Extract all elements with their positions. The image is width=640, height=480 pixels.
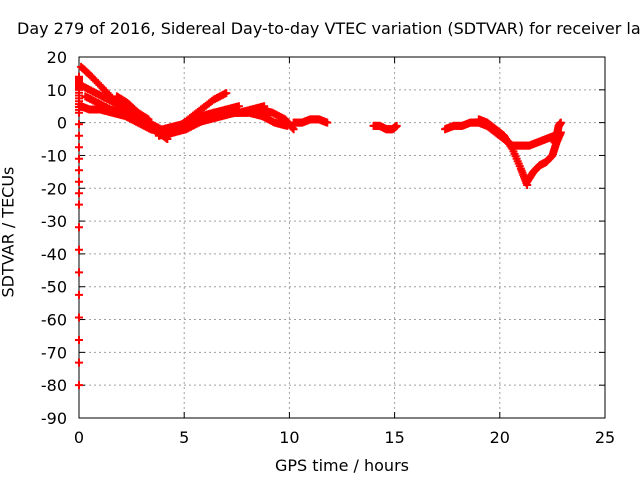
- data-point: [75, 166, 83, 175]
- x-tick-label: 5: [179, 428, 189, 447]
- data-point: [75, 189, 83, 198]
- y-tick-label: -80: [41, 376, 67, 395]
- data-point: [260, 102, 269, 111]
- data-point: [75, 358, 83, 367]
- data-point: [75, 200, 83, 209]
- data-point: [507, 143, 516, 152]
- data-series: [112, 92, 153, 124]
- data-point: [392, 121, 401, 130]
- data-point: [75, 336, 83, 345]
- x-tick-label: 25: [595, 428, 615, 447]
- data-point: [288, 123, 297, 132]
- data-point: [75, 245, 83, 254]
- y-tick-label: -20: [41, 179, 67, 198]
- y-tick-label: -60: [41, 311, 67, 330]
- data-point: [222, 89, 231, 98]
- data-series: [550, 118, 565, 147]
- data-point: [75, 131, 83, 140]
- data-point: [75, 120, 83, 129]
- plot-frame: [78, 56, 606, 419]
- data-point: [75, 177, 83, 186]
- data-series: [289, 115, 332, 127]
- data-series: [369, 121, 401, 134]
- data-point: [75, 223, 83, 232]
- data-point: [75, 143, 83, 152]
- y-tick-label: 0: [57, 114, 67, 133]
- y-axis-label: SDTVAR / TECUs: [0, 166, 18, 298]
- y-tick-label: -10: [41, 146, 67, 165]
- x-tick-label: 15: [384, 428, 404, 447]
- y-tick-label: 20: [47, 48, 67, 67]
- data-point: [75, 268, 83, 277]
- data-point: [75, 108, 83, 117]
- data-point: [144, 115, 153, 124]
- x-tick-label: 0: [74, 428, 84, 447]
- data-point: [556, 118, 565, 127]
- data-series: [159, 102, 269, 134]
- chart-title: Day 279 of 2016, Sidereal Day-to-day VTE…: [17, 19, 640, 38]
- y-tick-label: -90: [41, 409, 67, 428]
- x-tick-label: 10: [279, 428, 299, 447]
- data-point: [75, 313, 83, 322]
- data-series: [523, 128, 565, 186]
- data-series: [75, 72, 83, 390]
- data-point: [323, 118, 332, 127]
- data-point: [75, 290, 83, 299]
- data-point: [75, 381, 83, 390]
- y-tick-label: -30: [41, 212, 67, 231]
- x-axis-label: GPS time / hours: [275, 456, 409, 475]
- y-tick-label: -40: [41, 245, 67, 264]
- y-tick-label: -50: [41, 278, 67, 297]
- y-tick-label: 10: [47, 81, 67, 100]
- data-point: [75, 154, 83, 163]
- x-tick-label: 20: [490, 428, 510, 447]
- y-tick-label: -70: [41, 343, 67, 362]
